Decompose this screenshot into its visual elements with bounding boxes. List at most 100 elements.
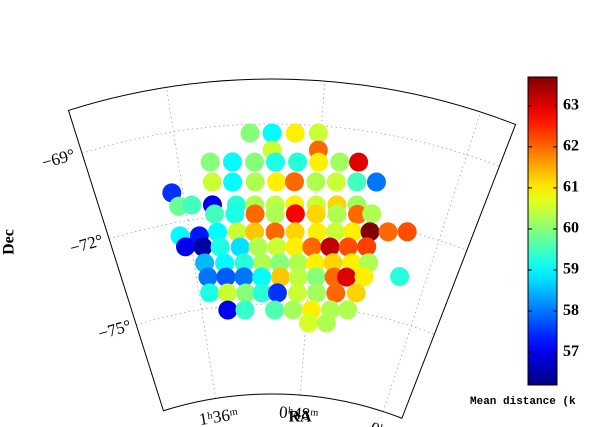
data-point xyxy=(234,253,254,273)
x-axis-label: RA xyxy=(288,409,312,426)
data-point xyxy=(326,283,346,303)
data-point xyxy=(245,222,265,242)
data-point xyxy=(205,204,225,224)
data-point xyxy=(235,300,255,320)
data-point xyxy=(200,152,220,172)
data-point xyxy=(200,283,220,303)
data-point xyxy=(343,222,363,242)
data-point xyxy=(198,267,218,287)
data-point xyxy=(347,204,367,224)
data-point xyxy=(354,267,374,287)
data-point xyxy=(262,123,282,143)
data-point xyxy=(306,283,326,303)
data-point xyxy=(306,204,326,224)
data-point xyxy=(298,313,318,333)
data-point xyxy=(202,172,222,192)
data-point xyxy=(338,237,358,257)
data-point xyxy=(337,267,357,287)
data-point xyxy=(305,253,325,273)
data-point xyxy=(240,123,260,143)
x-tick-label: 1ʰ36ᵐ xyxy=(198,404,240,427)
data-point xyxy=(236,283,256,303)
data-point xyxy=(267,237,287,257)
data-point xyxy=(265,152,285,172)
data-point xyxy=(288,267,308,287)
data-point xyxy=(218,283,238,303)
data-point xyxy=(285,237,305,257)
data-point xyxy=(234,267,254,287)
data-point xyxy=(265,300,285,320)
x-tick-label: 0ʰ48ᵐ xyxy=(278,402,319,424)
data-point xyxy=(302,237,322,257)
data-point xyxy=(285,204,305,224)
data-point xyxy=(316,313,336,333)
data-point xyxy=(266,172,286,192)
data-point xyxy=(323,253,343,273)
colorbar-tick-label: 63 xyxy=(563,96,579,113)
data-point xyxy=(270,253,290,273)
colorbar-tick-label: 58 xyxy=(563,302,579,319)
data-point xyxy=(265,204,285,224)
data-point xyxy=(225,204,245,224)
data-point xyxy=(223,172,243,192)
data-point xyxy=(210,237,230,257)
y-axis-label: Dec xyxy=(1,229,18,255)
data-point xyxy=(362,204,382,224)
colorbar-tick-label: 62 xyxy=(563,137,579,154)
data-point xyxy=(248,237,268,257)
data-point xyxy=(320,237,340,257)
data-point xyxy=(245,152,265,172)
data-point xyxy=(283,300,303,320)
data-point xyxy=(252,267,272,287)
data-point xyxy=(306,172,326,192)
y-tick-label: −69° xyxy=(40,145,77,172)
data-point xyxy=(252,253,272,273)
data-point xyxy=(366,172,386,192)
data-point xyxy=(284,172,304,192)
data-point xyxy=(252,283,272,303)
data-point xyxy=(308,123,328,143)
data-point xyxy=(267,283,287,303)
data-point xyxy=(390,267,410,287)
data-point xyxy=(397,222,417,242)
data-point xyxy=(342,253,362,273)
y-tick-label: −72° xyxy=(68,230,105,257)
data-point xyxy=(307,222,327,242)
colorbar-tick-label: 57 xyxy=(563,343,579,360)
colorbar-tick-label: 59 xyxy=(563,261,579,278)
data-point xyxy=(193,237,213,257)
data-point xyxy=(306,267,326,287)
data-point xyxy=(349,152,369,172)
data-point xyxy=(326,172,346,192)
data-point xyxy=(222,152,242,172)
data-point xyxy=(216,267,236,287)
data-point xyxy=(215,253,235,273)
data-point xyxy=(270,267,290,287)
data-point xyxy=(288,152,308,172)
data-point xyxy=(182,195,202,215)
plot-frame xyxy=(67,78,517,419)
data-point xyxy=(347,172,367,192)
data-point xyxy=(285,123,305,143)
data-point xyxy=(285,222,305,242)
grid-line xyxy=(382,111,481,412)
colorbar-label: Mean distance (k xyxy=(470,396,576,408)
data-point xyxy=(176,237,196,257)
colorbar-tick-label: 61 xyxy=(563,179,579,196)
colorbar xyxy=(527,76,558,386)
data-point xyxy=(245,172,265,192)
data-point xyxy=(218,300,238,320)
data-point xyxy=(287,283,307,303)
data-point xyxy=(357,237,377,257)
data-point xyxy=(327,204,347,224)
data-point xyxy=(245,204,265,224)
data-point xyxy=(378,222,398,242)
data-point xyxy=(265,222,285,242)
y-tick-label: −75° xyxy=(96,316,133,343)
data-point xyxy=(227,222,247,242)
data-point xyxy=(346,283,366,303)
data-point xyxy=(360,222,380,242)
data-point xyxy=(325,222,345,242)
data-point xyxy=(230,237,250,257)
